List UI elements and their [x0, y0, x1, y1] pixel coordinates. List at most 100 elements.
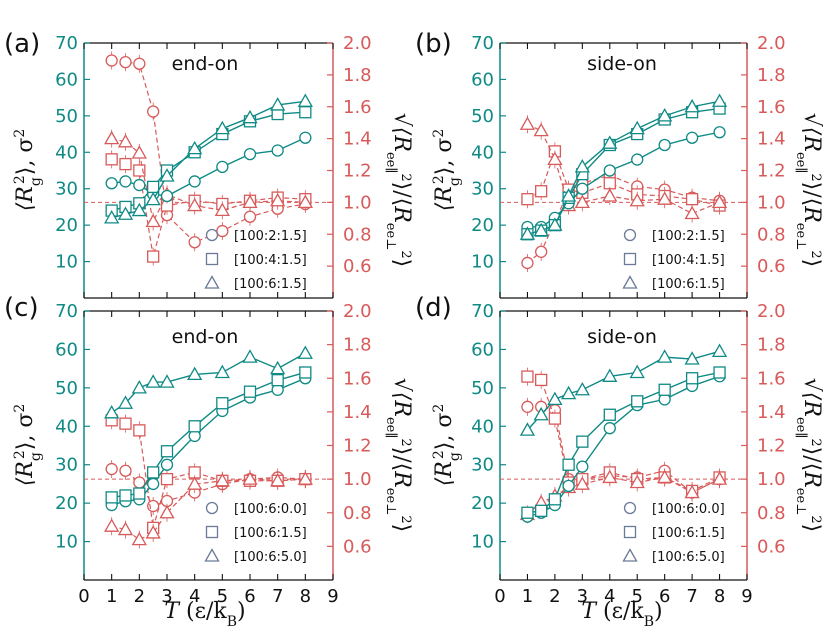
data-point-rg-triangle [547, 391, 563, 406]
left-tick-label: 50 [471, 378, 494, 399]
data-point-rg-triangle [560, 188, 577, 202]
right-tick-label: 1.4 [757, 402, 786, 423]
left-tick-label: 10 [55, 252, 78, 273]
data-point-ratio-circle [147, 499, 160, 513]
left-tick-label: 30 [55, 179, 78, 200]
data-point-rg-square [271, 374, 284, 387]
data-point-ratio-square [119, 417, 132, 430]
left-tick-label: 50 [55, 378, 78, 399]
right-tick-label: 1.8 [343, 65, 372, 86]
left-tick-label: 40 [471, 416, 494, 437]
data-point-rg-triangle [242, 349, 258, 363]
data-point-rg-square [133, 487, 146, 500]
data-point-rg-square [160, 445, 174, 458]
data-point-rg-circle [105, 177, 118, 190]
left-tick-label: 20 [471, 493, 494, 514]
x-axis-label: T (ε/kB) [581, 599, 662, 628]
data-point-rg-circle [713, 126, 726, 139]
series-line-ratio-circle [111, 468, 306, 507]
data-point-rg-triangle [602, 135, 618, 149]
left-tick-label: 60 [471, 69, 494, 90]
data-point-rg-triangle [519, 422, 536, 436]
legend-label: [100:6:5.0] [234, 550, 307, 565]
data-point-ratio-triangle [131, 531, 147, 546]
right-tick-label: 1.0 [757, 469, 786, 490]
legend-marker-square [623, 252, 637, 266]
data-point-rg-square [299, 106, 312, 119]
data-point-rg-triangle [131, 380, 147, 394]
right-tick-label: 0.8 [757, 503, 786, 524]
left-tick-label: 10 [471, 252, 494, 273]
data-point-rg-circle [216, 160, 229, 174]
data-point-rg-triangle [533, 406, 549, 421]
right-tick-label: 1.6 [343, 97, 372, 118]
panel-c: 10 20 30 40 50 60 70 0.6 0.8 1.0 1.2 1.4 1.6 1.8 2.0 0 1… [55, 301, 372, 607]
series-line-rg-circle [111, 377, 306, 506]
data-point-rg-square [147, 466, 160, 479]
data-point-ratio-square [105, 153, 118, 166]
data-point-rg-circle [119, 175, 132, 188]
data-point-rg-triangle [657, 349, 673, 363]
x-tick-label: 1 [522, 586, 533, 607]
data-point-rg-triangle [297, 345, 313, 359]
left-axis-label: ⟨Rg2⟩, σ2 [12, 404, 44, 487]
right-tick-label: 1.4 [757, 129, 786, 150]
left-tick-label: 60 [471, 339, 494, 360]
left-tick-label: 20 [55, 493, 78, 514]
data-point-rg-triangle [117, 206, 134, 220]
x-tick-label: 2 [134, 586, 145, 607]
panel-label: (a) [4, 29, 40, 59]
series-line-ratio-square [527, 149, 720, 207]
data-point-rg-square [713, 366, 726, 379]
data-point-ratio-triangle [684, 205, 700, 220]
data-point-ratio-triangle [657, 191, 673, 205]
right-axis-label: √⟨Ree∥2⟩/⟨Ree⊥2⟩ [794, 378, 825, 533]
data-point-ratio-circle [521, 400, 534, 413]
panel-a: 10 20 30 40 50 60 70 0.6 0.8 1.0 1.2 1.4 1.6 1.8 2.0 en… [55, 33, 372, 299]
data-point-ratio-triangle [104, 130, 120, 145]
data-point-ratio-square [521, 370, 534, 383]
data-point-ratio-triangle [159, 504, 175, 519]
data-point-ratio-triangle [602, 188, 618, 202]
x-tick-label: 1 [106, 586, 117, 607]
legend-marker-square [623, 525, 637, 539]
right-tick-label: 0.6 [757, 256, 786, 277]
data-point-ratio-triangle [684, 484, 700, 499]
legend-label: [100:6:1.5] [652, 526, 725, 541]
series-line-ratio-square [111, 419, 306, 529]
left-tick-label: 70 [55, 301, 78, 322]
data-point-rg-square [548, 493, 562, 506]
right-axis-label: √⟨Ree∥2⟩/⟨Ree⊥2⟩ [384, 113, 415, 268]
data-point-rg-triangle [270, 360, 286, 375]
right-tick-label: 1.0 [757, 192, 786, 213]
data-point-rg-triangle [104, 210, 120, 224]
right-tick-label: 1.4 [343, 402, 372, 423]
data-point-ratio-triangle [187, 476, 203, 490]
left-tick-label: 50 [55, 106, 78, 127]
data-point-rg-triangle [547, 217, 563, 231]
x-tick-label: 9 [327, 586, 338, 607]
data-point-ratio-triangle [145, 525, 161, 539]
legend-label: [100:2:1.5] [652, 229, 725, 244]
data-point-rg-triangle [657, 108, 673, 122]
data-point-rg-circle [133, 178, 146, 192]
left-tick-label: 20 [471, 215, 494, 236]
panel-d: 10 20 30 40 50 60 70 0.6 0.8 1.0 1.2 1.4 1.6 1.8 2.0 0 1… [471, 301, 786, 607]
data-point-ratio-square [160, 472, 174, 486]
left-tick-label: 70 [471, 33, 494, 54]
series-line-ratio-triangle [111, 478, 306, 541]
data-point-rg-square [188, 420, 201, 433]
x-tick-label: 2 [549, 586, 560, 607]
left-tick-label: 20 [55, 215, 78, 236]
data-point-ratio-square [147, 250, 160, 263]
data-point-ratio-triangle [519, 116, 536, 130]
data-point-ratio-square [521, 193, 534, 206]
left-axis-label: ⟨Rg2⟩, σ2 [431, 404, 463, 487]
data-point-rg-triangle [560, 385, 577, 400]
panel-label: (b) [415, 29, 452, 59]
right-tick-label: 1.8 [343, 335, 372, 356]
data-point-rg-triangle [629, 364, 645, 379]
data-point-ratio-triangle [270, 472, 286, 487]
right-tick-label: 1.0 [343, 192, 372, 213]
x-tick-label: 4 [189, 586, 200, 607]
